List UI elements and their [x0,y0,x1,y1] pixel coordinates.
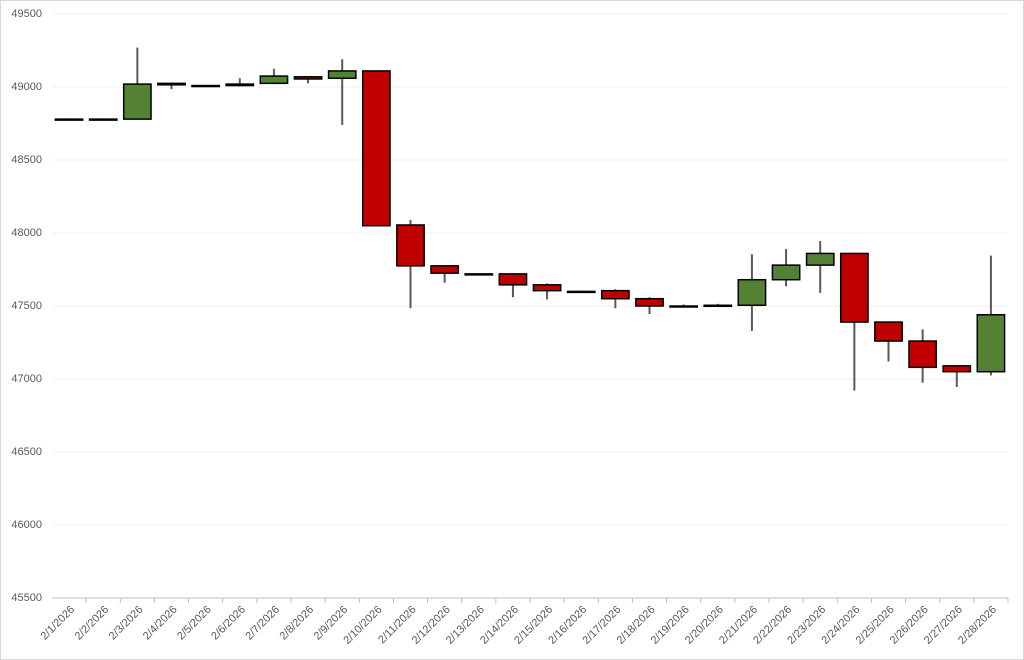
candle-body [635,297,664,307]
candle-body [396,224,425,267]
y-tick-label: 49500 [11,8,42,20]
candle-body [327,70,357,79]
candle-body [532,284,562,292]
y-tick-label: 49000 [11,81,42,93]
y-tick-label: 46000 [11,519,42,531]
candle-body [600,289,630,300]
y-tick-label: 48500 [11,154,42,166]
candle-body [874,321,903,342]
candle-body [88,118,118,121]
candle-body [908,340,938,369]
candle-body [839,252,869,323]
candle-body [976,314,1006,373]
candle-body [737,278,767,307]
candle-body [942,365,972,373]
candle-body [293,76,323,80]
y-tick-label: 48000 [11,227,42,239]
candle-body [805,252,835,266]
candle-body [225,83,255,87]
y-tick-label: 47000 [11,373,42,385]
y-tick-label: 45500 [11,592,42,604]
candle-body [361,70,391,227]
candle-body [430,265,460,274]
candle-body [157,82,186,86]
candle-body [464,273,494,276]
candle-body [259,75,289,85]
candle-body [771,264,801,281]
y-tick-label: 47500 [11,300,42,312]
candle-body [669,305,699,308]
candle-body [498,273,528,286]
candle-body [54,118,84,121]
candle-body [191,84,221,88]
candle-body [703,304,733,308]
candle-body [122,83,152,120]
candle-body [566,290,596,294]
y-tick-label: 46500 [11,446,42,458]
